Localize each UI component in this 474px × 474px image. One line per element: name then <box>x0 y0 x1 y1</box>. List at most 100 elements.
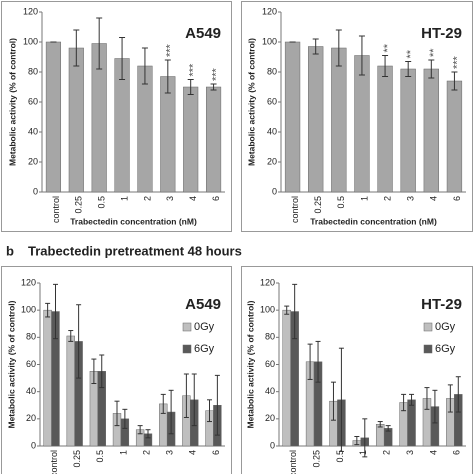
y-axis-label: Metabolic activity (% of control) <box>246 38 256 166</box>
bar <box>68 47 84 193</box>
y-tick-label: 60 <box>26 359 36 369</box>
section-letter: b <box>6 243 14 258</box>
x-tick-label: 6 <box>452 196 462 201</box>
x-tick-label: 1 <box>358 450 368 455</box>
y-tick-label: 20 <box>26 413 36 423</box>
x-tick-label: 0.25 <box>311 450 321 468</box>
x-tick-label: 0.25 <box>74 196 84 214</box>
x-tick-label: control <box>51 196 61 223</box>
x-tick-label: 0.5 <box>335 450 345 463</box>
y-tick-label: 80 <box>26 332 36 342</box>
x-tick-label: 2 <box>141 450 151 455</box>
x-tick-label: 2 <box>142 196 152 201</box>
x-tick-label: 1 <box>118 450 128 455</box>
x-tick-label: 2 <box>382 196 392 201</box>
significance: ** <box>428 48 440 57</box>
x-tick-label: 6 <box>211 196 221 201</box>
x-tick-label: 3 <box>406 196 416 201</box>
x-tick-label: 2 <box>382 450 392 455</box>
y-axis-label: Metabolic activity (% of control) <box>6 300 16 428</box>
legend-swatch <box>423 344 433 354</box>
significance: *** <box>451 55 463 69</box>
legend-label: 0Gy <box>435 321 456 333</box>
y-tick-label: 120 <box>260 277 275 287</box>
y-axis-label: Metabolic activity (% of control) <box>7 38 17 166</box>
x-tick-label: 4 <box>188 450 198 455</box>
bar <box>160 76 176 193</box>
x-tick-label: control <box>288 450 298 474</box>
bar <box>354 55 370 193</box>
y-tick-label: 80 <box>265 332 275 342</box>
bar <box>183 86 199 193</box>
chart-title: A549 <box>185 25 221 42</box>
chart-title: HT-29 <box>421 25 462 42</box>
x-tick-label: control <box>290 196 300 223</box>
legend-swatch <box>182 322 192 332</box>
bar <box>400 68 416 193</box>
y-tick-label: 20 <box>267 156 277 166</box>
y-tick-label: 80 <box>267 66 277 76</box>
x-tick-label: 0.25 <box>72 450 82 468</box>
legend-swatch <box>423 322 433 332</box>
x-tick-label: 1 <box>119 196 129 201</box>
bar <box>407 399 416 447</box>
x-tick-label: 4 <box>428 450 438 455</box>
y-tick-label: 100 <box>23 36 38 46</box>
x-tick-label: 3 <box>405 450 415 455</box>
x-tick-label: 1 <box>359 196 369 201</box>
significance: *** <box>165 43 177 57</box>
y-tick-label: 120 <box>262 6 277 16</box>
bar <box>423 68 439 193</box>
x-tick-label: 0.5 <box>336 196 346 209</box>
bar <box>205 86 222 193</box>
y-tick-label: 20 <box>265 413 275 423</box>
section-title: Trabectedin pretreatment 48 hours <box>28 243 242 258</box>
x-axis-label: Trabectedin concentration (nM) <box>70 216 197 226</box>
x-tick-label: 4 <box>188 196 198 201</box>
chart-title: A549 <box>185 296 221 313</box>
bar <box>377 65 393 193</box>
y-tick-label: 0 <box>272 186 277 196</box>
bar <box>446 80 463 193</box>
y-tick-label: 60 <box>28 96 38 106</box>
y-tick-label: 100 <box>260 305 275 315</box>
significance: *** <box>188 63 200 77</box>
x-tick-label: 6 <box>452 450 462 455</box>
bar <box>137 65 153 193</box>
y-tick-label: 60 <box>267 96 277 106</box>
x-tick-label: 3 <box>165 450 175 455</box>
y-tick-label: 40 <box>267 126 277 136</box>
y-tick-label: 40 <box>265 386 275 396</box>
x-tick-label: 6 <box>211 450 221 455</box>
legend-swatch <box>182 344 192 354</box>
bar <box>45 41 62 193</box>
bar <box>331 47 347 193</box>
y-tick-label: 120 <box>21 277 36 287</box>
y-tick-label: 100 <box>262 36 277 46</box>
y-axis-label: Metabolic activity (% of control) <box>245 300 255 428</box>
y-tick-label: 0 <box>33 186 38 196</box>
legend-label: 0Gy <box>194 321 215 333</box>
x-tick-label: control <box>49 450 59 474</box>
bar <box>66 335 75 447</box>
y-tick-label: 0 <box>31 440 36 450</box>
y-tick-label: 100 <box>21 305 36 315</box>
x-tick-label: 0.5 <box>95 450 105 463</box>
bar <box>284 41 301 193</box>
bar <box>43 309 52 447</box>
x-tick-label: 3 <box>165 196 175 201</box>
x-tick-label: 0.5 <box>97 196 107 209</box>
bar <box>308 46 324 193</box>
x-tick-label: 0.25 <box>313 196 323 214</box>
y-tick-label: 0 <box>270 440 275 450</box>
y-tick-label: 20 <box>28 156 38 166</box>
bar <box>375 424 385 447</box>
chart-title: HT-29 <box>421 296 462 313</box>
bar <box>282 309 291 447</box>
significance: *** <box>210 67 222 81</box>
y-tick-label: 80 <box>28 66 38 76</box>
significance: ** <box>382 43 394 52</box>
panel-frame <box>241 266 473 474</box>
